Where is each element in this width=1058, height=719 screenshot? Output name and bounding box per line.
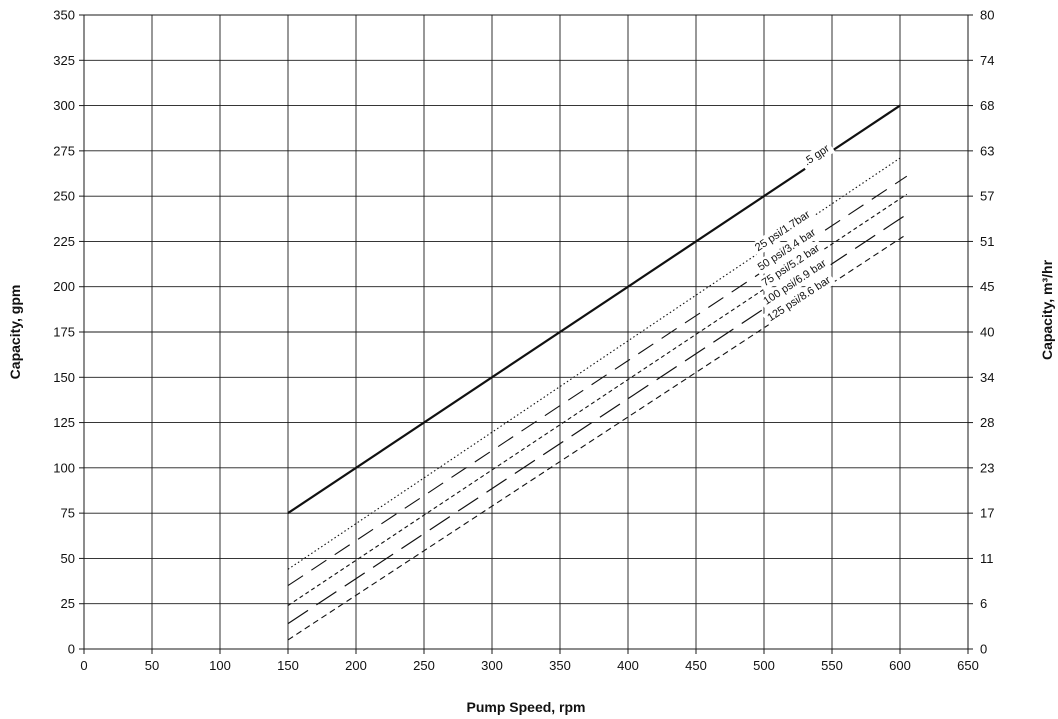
right-y-axis-tick-labels: 0 6 11 17 23 28 34 40 45 51 57 63 68 74 80 [968, 8, 994, 657]
right-y-tick-label: 51 [980, 234, 994, 249]
y-tick-label: 100 [53, 460, 75, 475]
y-tick-label: 200 [53, 279, 75, 294]
right-y-axis-title: Capacity, m³/hr [1039, 259, 1055, 360]
right-y-tick-label: 11 [980, 551, 994, 566]
series-label-background [798, 139, 836, 171]
right-y-tick-label: 74 [980, 53, 994, 68]
series-label-group: .5 gpr [798, 139, 836, 171]
x-tick-label: 600 [889, 658, 911, 673]
series-line-5 [287, 233, 908, 641]
x-tick-label: 550 [821, 658, 843, 673]
series-lines [287, 104, 908, 641]
x-tick-label: 400 [617, 658, 639, 673]
y-axis-title: Capacity, gpm [7, 285, 23, 380]
series-label-background [749, 205, 816, 257]
y-tick-label: 325 [53, 53, 75, 68]
y-tick-label: 250 [53, 189, 75, 204]
right-y-tick-label: 57 [980, 189, 994, 204]
y-tick-label: 350 [53, 8, 75, 23]
right-y-tick-label: 63 [980, 143, 994, 158]
right-y-tick-label: 28 [980, 415, 994, 430]
y-tick-label: 225 [53, 234, 75, 249]
x-tick-label: 450 [685, 658, 707, 673]
y-tick-label: 150 [53, 370, 75, 385]
y-tick-label: 275 [53, 143, 75, 158]
x-tick-label: 200 [345, 658, 367, 673]
x-tick-label: 150 [277, 658, 299, 673]
right-y-tick-label: 0 [980, 642, 987, 657]
x-tick-label: 300 [481, 658, 503, 673]
series-label-background [758, 254, 832, 311]
right-y-tick-label: 80 [980, 8, 994, 23]
y-tick-label: 25 [61, 596, 75, 611]
x-tick-label: 350 [549, 658, 571, 673]
y-tick-label: 50 [61, 551, 75, 566]
series-label-background [762, 271, 837, 327]
y-tick-label: 300 [53, 98, 75, 113]
grid [83, 14, 969, 650]
x-axis-title: Pump Speed, rpm [466, 699, 585, 715]
series-label-background [752, 223, 822, 276]
x-tick-label: 250 [413, 658, 435, 673]
y-tick-label: 0 [68, 642, 75, 657]
series-label-background [756, 239, 826, 292]
right-y-tick-label: 45 [980, 279, 994, 294]
right-y-tick-label: 68 [980, 98, 994, 113]
y-tick-label: 75 [61, 506, 75, 521]
right-y-tick-label: 34 [980, 370, 994, 385]
x-tick-label: 100 [209, 658, 231, 673]
right-y-tick-label: 17 [980, 506, 994, 521]
x-axis-tick-labels: 0 50 100 150 200 250 300 350 400 450 500 550 600 650 [80, 649, 979, 673]
x-tick-label: 0 [80, 658, 87, 673]
y-tick-label: 175 [53, 325, 75, 340]
series-label: .5 gpr [802, 142, 832, 168]
y-tick-label: 125 [53, 415, 75, 430]
x-tick-label: 650 [957, 658, 979, 673]
x-tick-label: 50 [145, 658, 159, 673]
right-y-tick-label: 23 [980, 460, 994, 475]
series-line-0 [287, 104, 901, 515]
y-axis-tick-labels: 0 25 50 75 100 125 150 175 200 225 250 275 300 325 350 [53, 8, 84, 657]
x-tick-label: 500 [753, 658, 775, 673]
right-y-tick-label: 40 [980, 325, 994, 340]
series-line-1 [287, 157, 901, 570]
right-y-tick-label: 6 [980, 596, 987, 611]
